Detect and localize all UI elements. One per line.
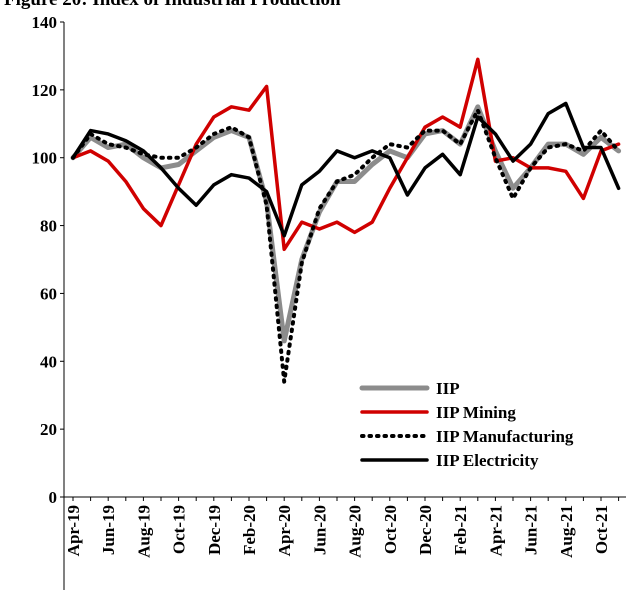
x-tick-label: Apr-21 — [486, 505, 505, 556]
x-tick-label: Apr-19 — [64, 505, 83, 556]
series-line — [71, 57, 621, 252]
chart-title: Figure 20: Index of Industrial Productio… — [4, 0, 341, 10]
y-tick-label: 60 — [40, 284, 57, 303]
y-tick-label: 20 — [40, 420, 57, 439]
y-tick-label: 0 — [49, 488, 58, 507]
x-tick-label: Jun-20 — [310, 505, 329, 555]
y-tick-label: 140 — [32, 13, 58, 32]
x-tick-label: Dec-20 — [416, 505, 435, 555]
legend-label: IIP Mining — [436, 403, 516, 422]
series-line — [71, 108, 621, 384]
x-tick-label: Apr-20 — [275, 505, 294, 556]
x-tick-label: Dec-19 — [205, 505, 224, 555]
legend-label: IIP Manufacturing — [436, 427, 574, 446]
x-tick-label: Jun-19 — [99, 505, 118, 555]
x-tick-label: Oct-21 — [592, 505, 611, 554]
legend-label: IIP Electricity — [436, 451, 539, 470]
x-tick-label: Oct-20 — [381, 505, 400, 554]
x-tick-label: Aug-19 — [134, 505, 153, 558]
x-tick-label: Jun-21 — [522, 505, 541, 555]
y-tick-label: 120 — [32, 81, 58, 100]
x-tick-label: Feb-20 — [240, 505, 259, 555]
x-tick-label: Aug-20 — [346, 505, 365, 558]
x-tick-label: Oct-19 — [170, 505, 189, 554]
x-tick-label: Aug-21 — [557, 505, 576, 558]
series-line — [70, 104, 622, 344]
y-tick-label: 40 — [40, 352, 57, 371]
legend-label: IIP — [436, 379, 460, 398]
series-line — [71, 101, 621, 238]
y-tick-label: 80 — [40, 217, 57, 236]
y-tick-label: 100 — [32, 149, 58, 168]
x-tick-label: Feb-21 — [451, 505, 470, 555]
